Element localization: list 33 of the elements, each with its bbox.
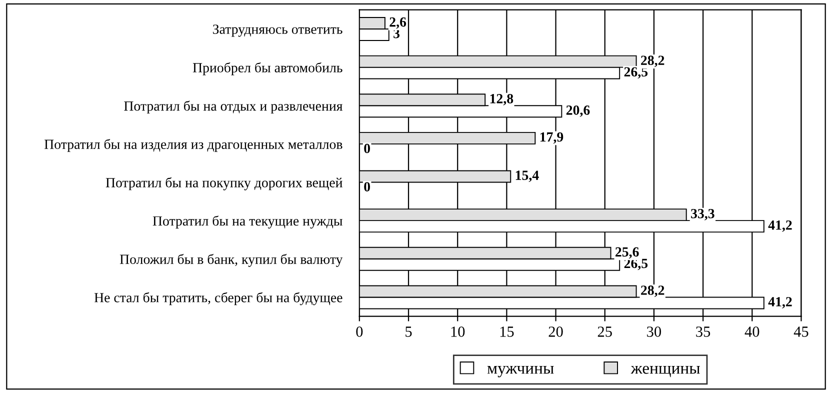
data-label: 15,4 (516, 170, 539, 182)
data-label: 0 (364, 144, 370, 154)
data-label: 12,8 (490, 94, 514, 106)
data-label: 41,2 (768, 297, 792, 308)
x-tick-label: 10 (451, 326, 465, 337)
y-tick-label: Положил бы в банк, купил бы валюту (120, 254, 343, 267)
data-label: 25,6 (616, 247, 639, 259)
y-tick-label: Затрудняюсь ответить (212, 24, 342, 37)
data-label: 0 (364, 182, 370, 192)
x-tick-label: 30 (647, 326, 662, 337)
y-tick-label: Потратил бы на изделия из драгоценных металлов (44, 138, 342, 152)
data-label: 33,3 (691, 208, 714, 220)
x-tick-label: 25 (598, 326, 612, 337)
data-label: 20,6 (566, 105, 590, 117)
y-tick-label: Приобрел бы автомобиль (192, 62, 342, 76)
y-tick-label: Потратил бы на покупку дорогих вещей (106, 177, 342, 190)
x-tick-label: 35 (696, 326, 710, 337)
y-tick-label: Потратил бы на отдых и развлечения (124, 100, 342, 114)
y-tick-label: Потратил бы на текущие нужды (152, 216, 342, 229)
legend-label: мужчины (487, 366, 554, 378)
x-tick-label: 20 (548, 326, 563, 337)
data-label: 2,6 (390, 17, 406, 29)
x-tick-label: 45 (794, 326, 808, 337)
legend-label: женщины (630, 366, 700, 378)
y-tick-label: Не стал бы тратить, сберег бы на будущее (94, 292, 342, 306)
data-label: 28,2 (641, 56, 664, 68)
data-label: 28,2 (641, 286, 664, 297)
data-label: 17,9 (540, 132, 564, 144)
x-tick-label: 15 (500, 326, 514, 337)
x-tick-label: 0 (356, 326, 363, 337)
data-label: 41,2 (768, 220, 792, 232)
x-tick-label: 40 (744, 326, 760, 337)
x-tick-label: 5 (406, 326, 412, 337)
